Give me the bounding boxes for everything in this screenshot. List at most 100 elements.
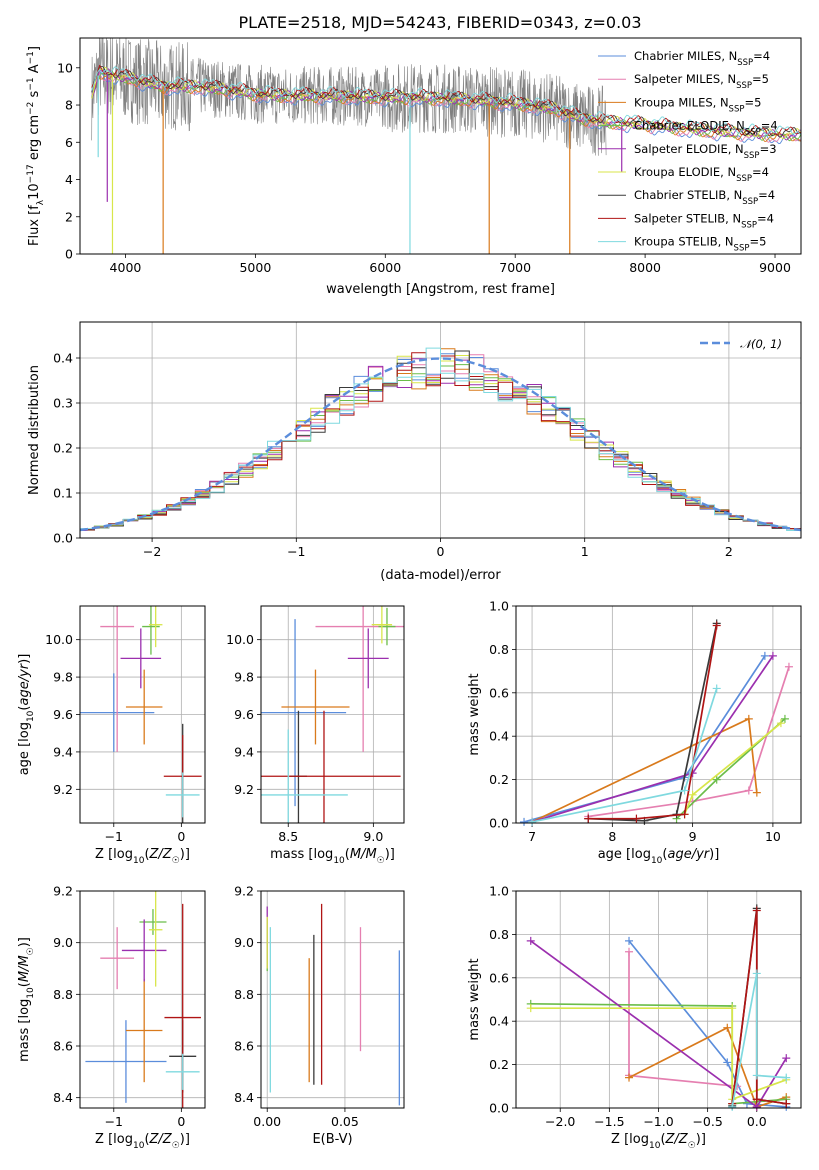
y-tick-label: 9.6 [53, 707, 73, 722]
axes-frame [260, 605, 405, 824]
axis-label: Z [log10(Z/Z☉)] [611, 1132, 706, 1151]
x-tick-label: 8000 [629, 260, 661, 275]
weight-marker [625, 1073, 634, 1082]
weight-marker [782, 1073, 791, 1082]
weight-marker [584, 814, 593, 823]
x-tick-label: 2 [725, 544, 733, 559]
y-tick-label: 0.2 [489, 772, 509, 787]
x-tick-label: 0.0 [747, 1114, 767, 1129]
legend-entry: Kroupa MILES, NSSP=5 [634, 95, 761, 114]
weight-marker [742, 1099, 751, 1108]
y-tick-label: 8.4 [53, 1090, 73, 1105]
weight-line [523, 655, 766, 823]
weight-marker [712, 684, 721, 693]
x-tick-label: 7 [528, 829, 536, 844]
weight-marker [784, 662, 793, 671]
residual-histogram [80, 347, 801, 533]
y-tick-label: 0.8 [489, 642, 509, 657]
x-tick-label: −1.5 [594, 1114, 624, 1129]
x-axis-label: (data-model)/error [380, 568, 501, 583]
y-tick-label: 8.8 [234, 987, 254, 1002]
weight-marker [520, 817, 529, 826]
weight-line [588, 666, 790, 818]
weight-marker [625, 947, 634, 956]
y-tick-label: 8.4 [234, 1090, 254, 1105]
y-tick-label: 0.4 [489, 1014, 509, 1029]
y-tick-label: 4 [65, 172, 73, 187]
legend-entry: Chabrier ELODIE, NSSP=4 [634, 119, 778, 138]
weight-line [731, 973, 787, 1108]
y-tick-label: 0.1 [53, 486, 73, 501]
weight-marker [782, 1054, 791, 1063]
axis-label: mass [log10(M/M☉)] [270, 847, 395, 866]
x-axis-label: wavelength [Angstrom, rest frame] [326, 282, 555, 297]
spectrum-panel: 4000 5000 6000 7000 8000 9000 0 2 4 6 8 10 wavelengt… [26, 37, 802, 297]
y-tick-label: 10 [57, 60, 73, 75]
y-tick-label: 6 [65, 135, 73, 150]
weight-marker [776, 719, 785, 728]
weight-marker [680, 786, 689, 795]
x-tick-label: −1 [105, 1114, 123, 1129]
y-axis-label: Flux [fλ10−17 erg cm−2 s−1 A−1] [26, 46, 46, 246]
axes-frame [260, 890, 405, 1109]
weight-marker [728, 1102, 737, 1111]
model-spectrum-line [91, 72, 801, 143]
model-spectrum-line [91, 64, 801, 136]
weight-marker [688, 790, 697, 799]
x-tick-label: −2.0 [545, 1114, 575, 1129]
y-tick-label: 0.4 [53, 351, 73, 366]
axis-label: mass [log10(M/M☉)] [17, 937, 36, 1062]
x-tick-label: 0.05 [331, 1114, 359, 1129]
x-tick-label: −1 [105, 829, 123, 844]
model-spectrum-line [91, 65, 801, 138]
y-tick-label: 0.2 [53, 441, 73, 456]
weight-marker [752, 969, 761, 978]
x-tick-label: 8.5 [278, 829, 298, 844]
y-tick-label: 8.6 [53, 1039, 73, 1054]
axis-label: Z [log10(Z/Z☉)] [95, 847, 190, 866]
weight-marker [768, 651, 777, 660]
weight-marker [752, 906, 761, 915]
y-tick-label: 9.2 [234, 782, 254, 797]
legend-entry: Salpeter STELIB, NSSP=4 [634, 211, 774, 230]
x-tick-label: 0.00 [253, 1114, 281, 1129]
x-tick-label: 0 [177, 829, 185, 844]
y-tick-label: 1.0 [489, 599, 509, 614]
y-tick-label: 0.4 [489, 729, 509, 744]
weight-line [588, 623, 718, 822]
axis-label: age [log10(age/yr)] [598, 847, 720, 866]
weight-marker [744, 786, 753, 795]
weight-marker [632, 814, 641, 823]
weight-line [731, 910, 787, 1105]
massweight-vs-Z-panel: −2.0 −1.5 −1.0 −0.5 0.0 0.0 0.2 0.4 0.6 0.8 1.0 Z [… [467, 884, 802, 1151]
model-spectrum-line [91, 66, 801, 136]
axis-label: Z [log10(Z/Z☉)] [95, 1132, 190, 1151]
weight-marker [723, 1058, 732, 1067]
legend-entry: 𝒩(0, 1) [740, 337, 782, 351]
weight-marker [712, 775, 721, 784]
y-tick-label: 0.8 [489, 927, 509, 942]
weight-line [588, 625, 718, 820]
axes-frame [79, 890, 206, 1109]
mass-vs-EBV-panel: 0.00 0.05 8.4 8.6 8.8 9.0 9.2 E(B-V) [234, 884, 405, 1147]
y-tick-label: 0 [65, 247, 73, 262]
y-tick-label: 9.4 [234, 744, 254, 759]
y-tick-label: 8 [65, 98, 73, 113]
y-tick-label: 10.0 [226, 632, 254, 647]
y-tick-label: 0.6 [489, 685, 509, 700]
axes-frame [79, 321, 802, 539]
weight-marker [728, 1004, 737, 1013]
axes-frame [515, 605, 802, 824]
x-axis-label: E(B-V) [312, 1132, 352, 1147]
weight-marker [680, 810, 689, 819]
axes-frame [79, 37, 802, 255]
normal-curve [79, 357, 802, 532]
y-tick-label: 0.0 [489, 1101, 509, 1116]
age-vs-Z-panel: −1 0 9.2 9.4 9.6 9.8 10.0 Z [log10(Z/Z☉)] age [l… [17, 605, 206, 866]
y-tick-label: 9.2 [53, 884, 73, 899]
x-tick-label: 7000 [499, 260, 531, 275]
weight-marker [528, 817, 537, 826]
figure-title: PLATE=2518, MJD=54243, FIBERID=0343, z=0… [238, 13, 641, 32]
weight-marker [526, 936, 535, 945]
y-tick-label: 8.8 [53, 987, 73, 1002]
